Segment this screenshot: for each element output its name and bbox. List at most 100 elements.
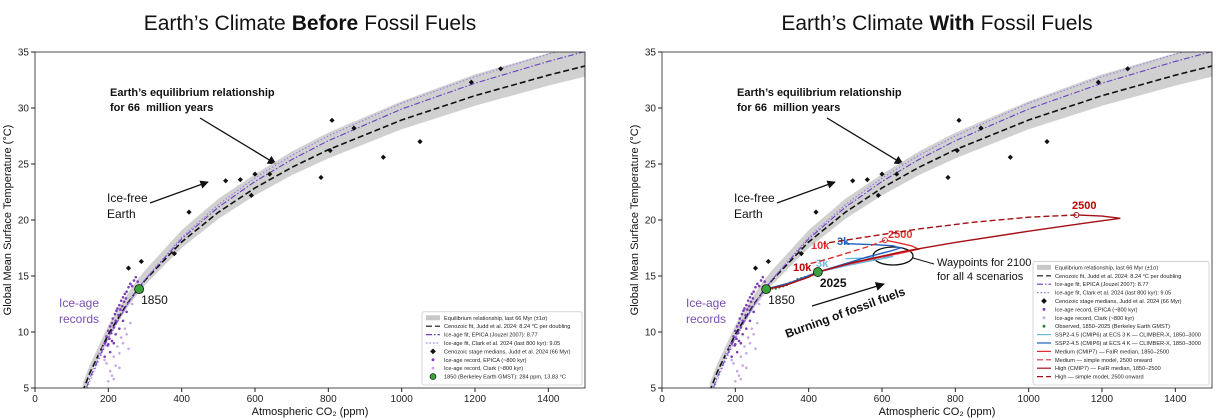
dot-marker bbox=[114, 332, 117, 336]
fit-line bbox=[712, 52, 1212, 388]
dot-marker bbox=[118, 303, 121, 307]
dot-marker bbox=[110, 339, 114, 343]
dot-marker bbox=[754, 347, 757, 351]
annotation: Waypoints for 2100 bbox=[937, 257, 1031, 269]
y-tick-label: 15 bbox=[18, 272, 30, 283]
dot-marker bbox=[738, 317, 742, 320]
annotation: Ice-free bbox=[107, 191, 148, 205]
legend-label: High — simple model, 2500 onward bbox=[1055, 375, 1144, 381]
x-tick-label: 200 bbox=[727, 394, 744, 405]
dot-marker bbox=[127, 347, 130, 351]
dot-marker bbox=[97, 353, 101, 356]
dot-marker bbox=[113, 312, 117, 316]
diamond-marker bbox=[956, 117, 962, 123]
dot-marker bbox=[120, 304, 124, 308]
diamond-marker bbox=[954, 147, 960, 154]
legend-label: Ice-age fit, Clark et al. 2024 (last 800… bbox=[1055, 291, 1171, 297]
annotation: Earth bbox=[107, 207, 136, 221]
dot-marker bbox=[129, 321, 132, 325]
x-axis-label: Atmospheric CO₂ (ppm) bbox=[252, 406, 369, 418]
dot-marker bbox=[116, 307, 119, 310]
dot-marker bbox=[129, 282, 132, 286]
fit-line bbox=[710, 65, 1212, 388]
dot-marker bbox=[110, 321, 114, 325]
title-part: Fossil Fuels bbox=[981, 12, 1093, 35]
x-tick-label: 0 bbox=[659, 394, 665, 405]
annotation: Burning of fossil fuels bbox=[783, 284, 907, 341]
y-axis-label: Global Mean Surface Temperature (°C) bbox=[2, 125, 14, 316]
dot-marker bbox=[747, 304, 751, 308]
dot-marker bbox=[107, 343, 110, 346]
legend-label: Ice-age record, EPICA (~800 kyr) bbox=[1055, 307, 1138, 313]
annotation: records bbox=[59, 312, 99, 326]
dot-marker bbox=[751, 297, 755, 300]
legend-label: Cenozoic stage medians, Judd et al. 2024… bbox=[444, 349, 571, 355]
dot-marker bbox=[108, 350, 112, 354]
dot-marker bbox=[1042, 316, 1046, 320]
dot-marker bbox=[746, 308, 749, 311]
dot-marker bbox=[752, 310, 755, 314]
title-part: With bbox=[929, 12, 974, 35]
dot-marker bbox=[103, 341, 106, 345]
y-tick-label: 25 bbox=[18, 160, 30, 171]
diamond-marker bbox=[138, 258, 144, 265]
dot-marker bbox=[114, 364, 117, 367]
legend-label: Medium — simple model, 2500 onward bbox=[1055, 358, 1152, 364]
dot-marker bbox=[111, 317, 115, 320]
legend-swatch bbox=[426, 315, 440, 321]
x-tick-label: 400 bbox=[173, 394, 190, 405]
dot-marker bbox=[108, 337, 111, 341]
legend-label: Cenozoic fit, Judd et al. 2024: 8.24 °C … bbox=[444, 324, 570, 330]
dot-marker bbox=[757, 302, 761, 306]
dot-marker bbox=[756, 282, 759, 286]
x-tick-label: 1000 bbox=[391, 394, 414, 405]
dot-marker bbox=[745, 351, 748, 355]
dot-marker bbox=[746, 299, 750, 302]
dot-marker bbox=[742, 309, 745, 313]
x-tick-label: 400 bbox=[800, 394, 817, 405]
dot-marker bbox=[103, 358, 106, 362]
dot-marker bbox=[728, 346, 732, 349]
x-tick-label: 1400 bbox=[1164, 394, 1187, 405]
diamond-marker bbox=[430, 348, 436, 355]
scenario-label: 2500 bbox=[1072, 200, 1096, 212]
dot-marker bbox=[107, 329, 110, 333]
dot-marker bbox=[105, 335, 108, 338]
annotation: records bbox=[686, 312, 726, 326]
dot-marker bbox=[127, 285, 130, 289]
title-part: Earth’s Climate bbox=[781, 12, 923, 35]
diamond-marker bbox=[879, 171, 885, 177]
annotation: for all 4 scenarios bbox=[937, 271, 1024, 283]
pointer bbox=[912, 257, 935, 265]
legend-label: SSP2-4.5 (CMIP6) at ECS 3 K — CLIMBER-X,… bbox=[1055, 333, 1201, 339]
dot-marker bbox=[108, 325, 112, 328]
annotation: Earth bbox=[734, 207, 763, 221]
y-tick-label: 5 bbox=[23, 384, 29, 395]
x-tick-label: 800 bbox=[947, 394, 964, 405]
dot-marker bbox=[741, 332, 744, 336]
dot-marker bbox=[116, 345, 119, 348]
annotation: Ice-age bbox=[59, 296, 99, 310]
dot-marker bbox=[759, 279, 763, 282]
diamond-marker bbox=[417, 139, 423, 145]
dot-marker bbox=[737, 374, 741, 377]
diamond-marker bbox=[978, 125, 984, 131]
legend-label: SSP2-4.5 (CMIP6) at ECS 4 K — CLIMBER-X,… bbox=[1055, 341, 1201, 347]
diamond-marker bbox=[752, 265, 759, 271]
diamond-marker bbox=[351, 125, 357, 131]
arrow bbox=[776, 180, 836, 204]
x-axis-label: Atmospheric CO₂ (ppm) bbox=[879, 406, 996, 418]
dot-marker bbox=[735, 369, 739, 373]
x-tick-label: 1200 bbox=[1091, 394, 1114, 405]
diamond-marker bbox=[237, 177, 243, 183]
dot-marker bbox=[1042, 324, 1046, 328]
scenario-label: 10k bbox=[793, 262, 812, 274]
diamond-marker bbox=[318, 174, 324, 181]
y-tick-label: 30 bbox=[18, 104, 30, 115]
dot-marker bbox=[743, 307, 746, 310]
dot-marker bbox=[732, 335, 735, 338]
dot-marker bbox=[745, 327, 748, 330]
dot-marker bbox=[110, 374, 114, 377]
dot-marker bbox=[118, 351, 121, 355]
diamond-marker bbox=[1041, 298, 1047, 304]
